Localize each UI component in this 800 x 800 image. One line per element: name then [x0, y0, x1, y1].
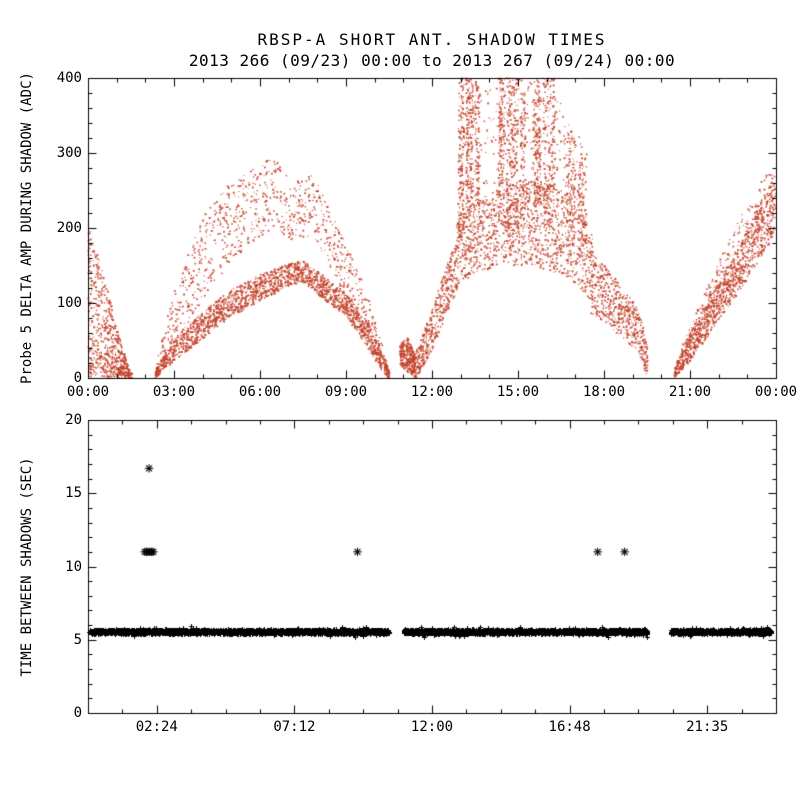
x-tick-label: 15:00: [496, 384, 540, 400]
x-tick-label: 21:00: [668, 384, 712, 400]
bottom-y-axis-label: TIME BETWEEN SHADOWS (SEC): [19, 457, 35, 677]
y-tick-label: 400: [56, 70, 82, 86]
x-tick-label: 18:00: [582, 384, 626, 400]
x-tick-label: 21:35: [686, 719, 729, 735]
x-tick-label: 09:00: [324, 384, 368, 400]
x-tick-label: 16:48: [548, 719, 591, 735]
y-tick-label: 15: [65, 485, 82, 502]
chart-title: RBSP-A SHORT ANT. SHADOW TIMES: [257, 30, 607, 49]
y-tick-label: 5: [73, 631, 82, 648]
x-tick-label: 12:00: [410, 384, 454, 400]
x-tick-label: 06:00: [238, 384, 282, 400]
x-tick-label: 12:00: [410, 719, 454, 735]
y-tick-label: 100: [56, 295, 82, 311]
x-tick-label: 03:00: [152, 384, 196, 400]
chart-subtitle: 2013 266 (09/23) 00:00 to 2013 267 (09/2…: [188, 51, 676, 70]
y-tick-label: 10: [65, 558, 82, 575]
y-tick-label: 200: [56, 220, 82, 236]
x-tick-label: 07:12: [273, 719, 316, 735]
x-tick-label: 02:24: [135, 719, 178, 735]
x-tick-label: 00:00: [66, 384, 110, 400]
y-tick-label: 300: [56, 145, 82, 161]
y-tick-label: 0: [73, 705, 82, 721]
y-tick-label: 0: [73, 370, 82, 386]
x-tick-label: 00:00: [754, 384, 798, 400]
top-y-axis-label: Probe 5 DELTA AMP DURING SHADOW (ADC): [19, 72, 35, 384]
y-tick-label: 20: [65, 412, 82, 428]
